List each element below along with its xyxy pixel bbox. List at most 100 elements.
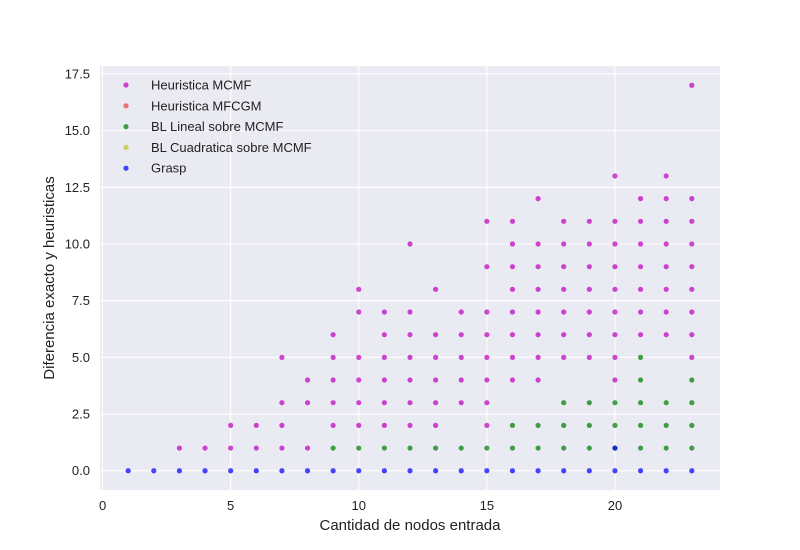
data-point	[561, 218, 567, 224]
data-point	[381, 354, 387, 360]
data-point	[561, 400, 567, 406]
data-point	[176, 468, 183, 474]
y-tick-label: 12.5	[65, 180, 90, 195]
y-axis-title: Diferencia exacto y heuristicas	[41, 176, 58, 379]
data-point	[637, 286, 644, 292]
data-point	[586, 286, 592, 292]
data-point	[586, 241, 592, 247]
data-point	[458, 468, 464, 474]
data-point	[509, 468, 516, 474]
data-point	[202, 468, 208, 474]
data-point	[253, 445, 259, 451]
data-point	[637, 241, 644, 247]
data-point	[663, 400, 669, 406]
data-point	[279, 422, 285, 428]
data-point	[689, 264, 695, 270]
data-point	[535, 241, 541, 247]
legend-marker	[123, 103, 129, 109]
data-point	[586, 400, 592, 406]
y-tick-label: 2.5	[72, 407, 90, 422]
data-point	[407, 400, 413, 406]
data-point	[561, 264, 567, 270]
data-point	[561, 332, 567, 338]
data-point	[176, 445, 183, 451]
series-4	[125, 445, 695, 474]
data-point	[637, 422, 644, 428]
data-point	[381, 422, 387, 428]
data-point	[356, 445, 362, 451]
data-point	[356, 354, 362, 360]
legend-label: BL Cuadratica sobre MCMF	[151, 140, 312, 155]
data-point	[561, 422, 567, 428]
legend: Heuristica MCMF Heuristica MFCGM BL Lineal…	[123, 78, 312, 176]
data-point	[509, 241, 516, 247]
data-point	[509, 445, 516, 451]
data-point	[407, 422, 413, 428]
data-point	[586, 445, 592, 451]
data-point	[689, 241, 695, 247]
legend-marker	[123, 82, 129, 88]
tick-labels: 0 5 10 15 20 0.0 2.5 5.0 7.5 10.0 12.5 15.0 17.5	[65, 66, 623, 513]
data-point	[535, 332, 541, 338]
data-point	[279, 445, 285, 451]
data-point	[586, 468, 592, 474]
data-point	[484, 377, 490, 383]
data-point	[253, 422, 259, 428]
data-point	[612, 173, 618, 179]
data-point	[612, 422, 618, 428]
data-point	[458, 400, 464, 406]
data-point	[228, 422, 234, 428]
plot-area	[100, 66, 720, 490]
data-point	[612, 286, 618, 292]
data-point	[612, 264, 618, 270]
y-tick-label: 7.5	[72, 293, 90, 308]
data-point	[689, 400, 695, 406]
data-point	[663, 422, 669, 428]
data-point	[663, 332, 669, 338]
data-point	[535, 286, 541, 292]
data-point	[689, 354, 695, 360]
data-point	[612, 241, 618, 247]
data-point	[509, 377, 516, 383]
data-point	[561, 241, 567, 247]
data-point	[304, 468, 311, 474]
data-point	[689, 218, 695, 224]
data-point	[509, 354, 516, 360]
data-point	[356, 400, 362, 406]
data-point	[535, 377, 541, 383]
data-point	[535, 264, 541, 270]
data-point	[381, 445, 387, 451]
data-point	[433, 445, 439, 451]
data-point	[663, 196, 669, 202]
y-tick-label: 0.0	[72, 463, 90, 478]
data-point	[330, 354, 336, 360]
data-point	[330, 422, 336, 428]
data-point	[330, 377, 336, 383]
data-point	[125, 468, 131, 474]
data-point	[586, 309, 592, 315]
series-0	[176, 82, 695, 451]
data-point	[279, 400, 285, 406]
data-point	[228, 445, 234, 451]
x-tick-label: 10	[352, 498, 366, 513]
x-tick-label: 5	[227, 498, 234, 513]
data-point	[458, 377, 464, 383]
data-point	[561, 354, 567, 360]
data-point	[330, 400, 336, 406]
data-point	[637, 309, 644, 315]
data-point	[689, 445, 695, 451]
data-point	[561, 445, 567, 451]
data-point	[663, 309, 669, 315]
data-point	[484, 332, 490, 338]
y-tick-label: 17.5	[65, 66, 90, 81]
data-point	[458, 445, 464, 451]
legend-label: Heuristica MFCGM	[151, 98, 262, 113]
data-point	[356, 286, 362, 292]
data-point	[663, 218, 669, 224]
data-point	[535, 445, 541, 451]
data-point	[253, 468, 259, 474]
data-point	[433, 286, 439, 292]
data-point	[484, 422, 490, 428]
legend-marker	[123, 144, 129, 150]
